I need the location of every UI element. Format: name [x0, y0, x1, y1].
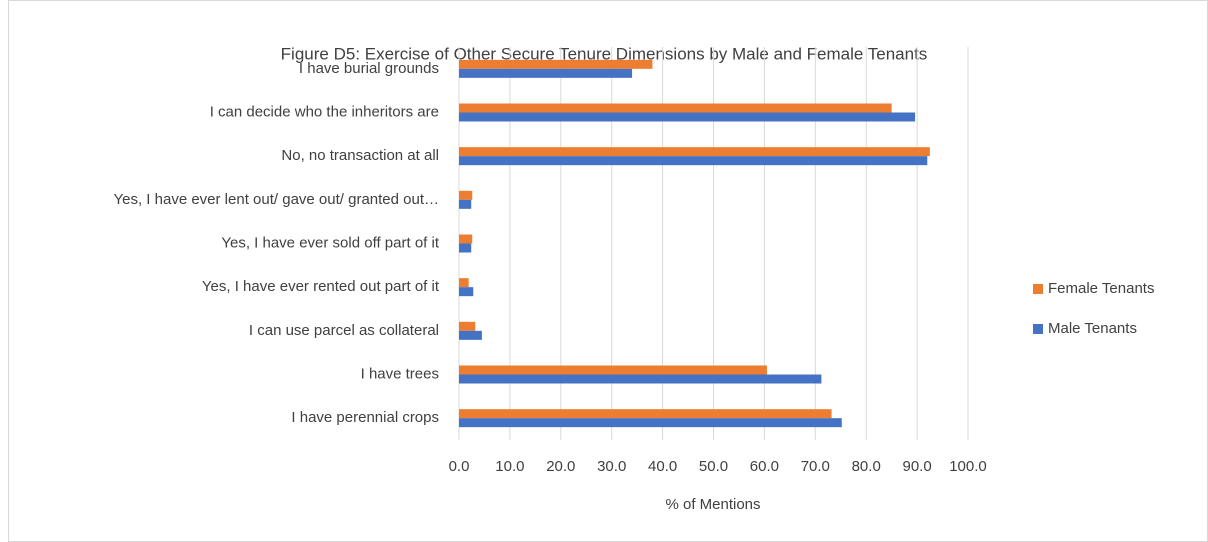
y-tick-label: Yes, I have ever lent out/ gave out/ gra… [114, 191, 440, 208]
bar [459, 374, 822, 384]
bar [459, 287, 474, 297]
x-tick-label: 100.0 [949, 458, 987, 475]
chart-border [8, 0, 1208, 542]
x-tick-label: 60.0 [750, 458, 779, 475]
legend-label: Female Tenants [1048, 280, 1154, 297]
bar [459, 365, 767, 375]
y-tick-label: I have perennial crops [291, 409, 439, 426]
y-tick-label: I can decide who the inheritors are [210, 103, 439, 120]
x-tick-label: 0.0 [449, 458, 470, 475]
bar [459, 418, 842, 428]
bar [459, 234, 473, 244]
chart-title: Figure D5: Exercise of Other Secure Tenu… [281, 44, 928, 63]
legend-swatch [1033, 324, 1043, 334]
x-tick-label: 80.0 [852, 458, 881, 475]
y-tick-label: Yes, I have ever sold off part of it [221, 234, 439, 251]
bar [459, 147, 930, 157]
bar [459, 156, 928, 166]
bar [459, 112, 916, 122]
y-tick-label: No, no transaction at all [281, 147, 439, 164]
bar [459, 409, 832, 419]
bar [459, 103, 892, 113]
y-tick-label: I can use parcel as collateral [249, 322, 439, 339]
x-axis-title: % of Mentions [665, 496, 760, 513]
bar [459, 190, 473, 200]
x-tick-label: 90.0 [902, 458, 931, 475]
x-tick-label: 10.0 [495, 458, 524, 475]
y-tick-label: I have burial grounds [299, 60, 439, 77]
legend-swatch [1033, 284, 1043, 294]
x-tick-label: 30.0 [597, 458, 626, 475]
bar [459, 330, 482, 340]
bar [459, 68, 633, 78]
bar [459, 59, 653, 69]
x-tick-label: 50.0 [699, 458, 728, 475]
bar [459, 199, 472, 209]
x-tick-label: 70.0 [801, 458, 830, 475]
bar [459, 243, 472, 253]
x-tick-label: 20.0 [546, 458, 575, 475]
bar [459, 278, 469, 288]
legend-label: Male Tenants [1048, 320, 1137, 337]
bar [459, 321, 476, 331]
x-tick-label: 40.0 [648, 458, 677, 475]
y-tick-label: I have trees [361, 365, 439, 382]
y-tick-label: Yes, I have ever rented out part of it [202, 278, 440, 295]
